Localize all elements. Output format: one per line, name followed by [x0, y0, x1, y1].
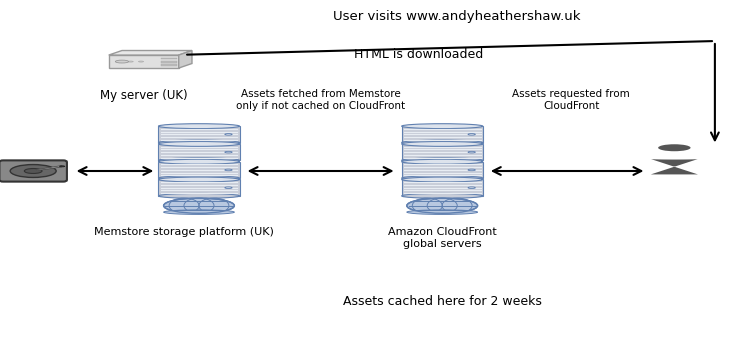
Ellipse shape	[158, 124, 240, 129]
FancyBboxPatch shape	[158, 180, 240, 196]
Ellipse shape	[24, 169, 42, 173]
Ellipse shape	[158, 142, 240, 146]
FancyBboxPatch shape	[109, 55, 179, 68]
FancyBboxPatch shape	[158, 162, 240, 178]
FancyBboxPatch shape	[161, 61, 177, 63]
FancyBboxPatch shape	[402, 180, 483, 196]
Ellipse shape	[402, 158, 483, 163]
Text: Assets fetched from Memstore
only if not cached on CloudFront: Assets fetched from Memstore only if not…	[236, 89, 405, 110]
Ellipse shape	[468, 187, 475, 188]
Ellipse shape	[407, 210, 478, 214]
Polygon shape	[651, 159, 698, 174]
Ellipse shape	[468, 169, 475, 171]
Text: Assets cached here for 2 weeks: Assets cached here for 2 weeks	[343, 295, 542, 308]
FancyBboxPatch shape	[158, 144, 240, 160]
FancyBboxPatch shape	[402, 126, 483, 143]
Ellipse shape	[60, 166, 65, 167]
Ellipse shape	[158, 158, 240, 163]
Ellipse shape	[164, 198, 234, 213]
Polygon shape	[178, 51, 192, 68]
FancyBboxPatch shape	[402, 162, 483, 178]
Ellipse shape	[402, 194, 483, 198]
Ellipse shape	[402, 159, 483, 164]
Ellipse shape	[402, 177, 483, 182]
Ellipse shape	[407, 198, 478, 213]
Text: Memstore storage platform (UK): Memstore storage platform (UK)	[94, 227, 274, 237]
Ellipse shape	[658, 144, 691, 151]
Ellipse shape	[402, 140, 483, 145]
Ellipse shape	[158, 194, 240, 198]
Ellipse shape	[128, 61, 133, 62]
Ellipse shape	[225, 134, 232, 135]
Ellipse shape	[158, 140, 240, 145]
Ellipse shape	[158, 176, 240, 181]
Ellipse shape	[158, 177, 240, 182]
Ellipse shape	[225, 152, 232, 153]
FancyBboxPatch shape	[161, 64, 177, 66]
FancyBboxPatch shape	[158, 126, 240, 143]
FancyBboxPatch shape	[0, 160, 67, 182]
FancyBboxPatch shape	[402, 144, 483, 160]
Text: My server (UK): My server (UK)	[100, 89, 187, 102]
FancyBboxPatch shape	[161, 58, 177, 60]
Ellipse shape	[118, 61, 123, 62]
Text: User visits www.andyheathershaw.uk: User visits www.andyheathershaw.uk	[333, 10, 581, 23]
Text: Amazon CloudFront
global servers: Amazon CloudFront global servers	[388, 227, 497, 249]
Ellipse shape	[402, 176, 483, 181]
Ellipse shape	[468, 152, 475, 153]
Polygon shape	[109, 51, 192, 55]
Ellipse shape	[164, 210, 234, 214]
Ellipse shape	[139, 61, 144, 62]
Ellipse shape	[10, 165, 56, 177]
Polygon shape	[37, 166, 61, 171]
Text: HTML is downloaded: HTML is downloaded	[354, 48, 483, 61]
Ellipse shape	[158, 159, 240, 164]
Ellipse shape	[402, 124, 483, 129]
Text: Assets requested from
CloudFront: Assets requested from CloudFront	[512, 89, 630, 110]
Ellipse shape	[225, 187, 232, 188]
Ellipse shape	[402, 142, 483, 146]
Ellipse shape	[468, 134, 475, 135]
Ellipse shape	[116, 60, 128, 63]
Ellipse shape	[225, 169, 232, 171]
